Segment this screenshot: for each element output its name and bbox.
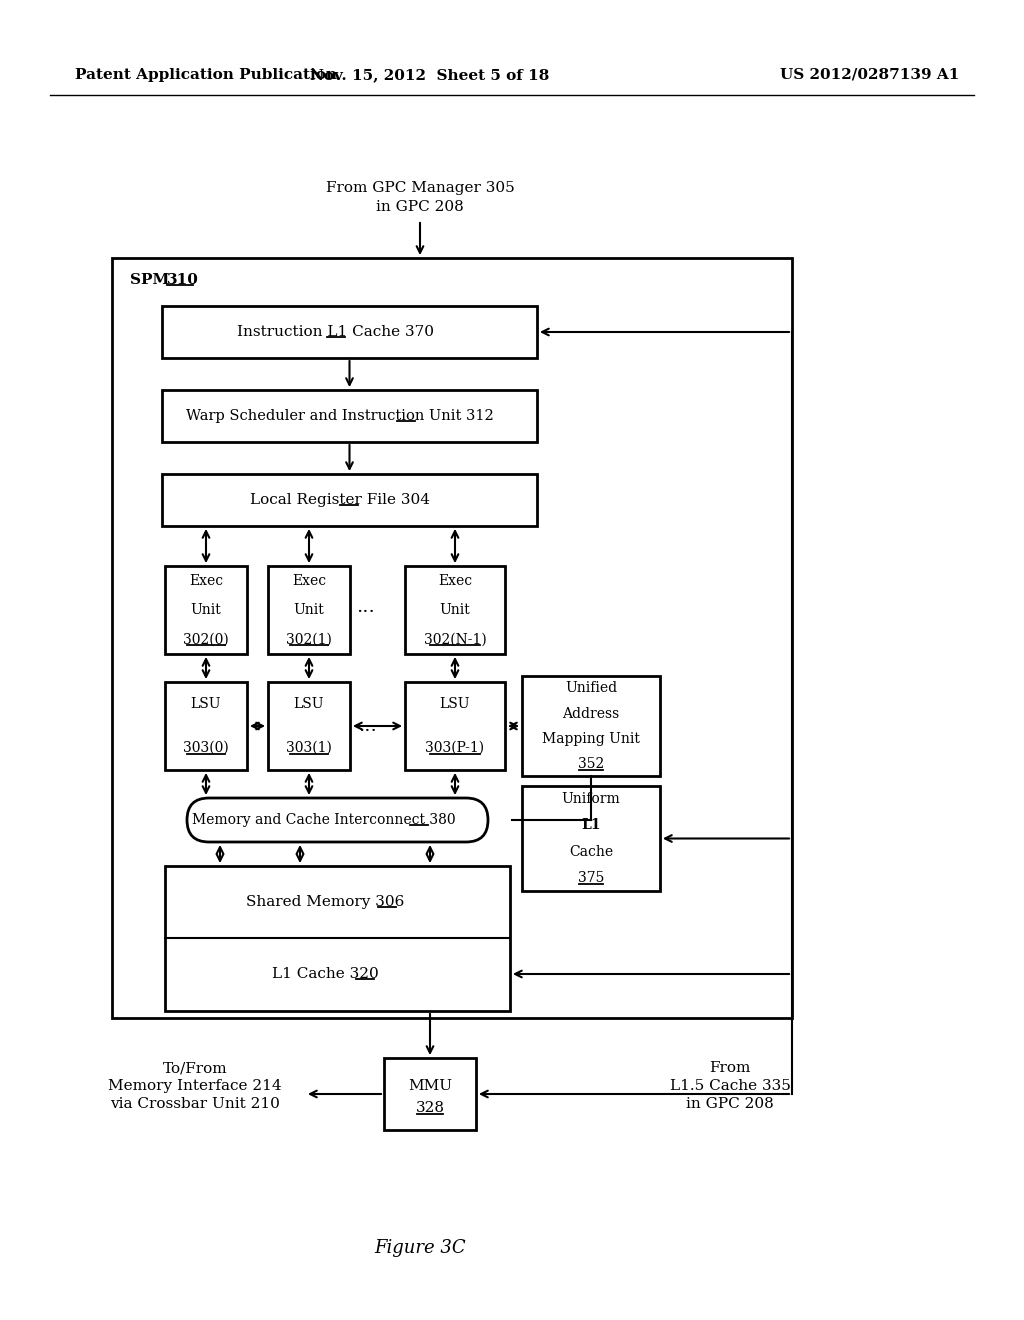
Text: Exec: Exec <box>438 574 472 587</box>
Text: Figure 3C: Figure 3C <box>374 1239 466 1257</box>
Text: Unit: Unit <box>294 603 325 616</box>
Text: in GPC 208: in GPC 208 <box>376 201 464 214</box>
Text: Warp Scheduler and Instruction Unit 312: Warp Scheduler and Instruction Unit 312 <box>185 409 494 422</box>
Bar <box>406 682 505 770</box>
Text: Nov. 15, 2012  Sheet 5 of 18: Nov. 15, 2012 Sheet 5 of 18 <box>310 69 550 82</box>
Text: Patent Application Publication: Patent Application Publication <box>75 69 337 82</box>
Bar <box>522 785 660 891</box>
Text: From GPC Manager 305: From GPC Manager 305 <box>326 181 514 195</box>
Text: 302(N-1): 302(N-1) <box>424 632 486 647</box>
Text: 303(P-1): 303(P-1) <box>425 741 484 755</box>
Text: SPM: SPM <box>130 273 175 286</box>
Text: MMU: MMU <box>408 1078 452 1093</box>
Text: ...: ... <box>355 598 375 616</box>
Text: 303(0): 303(0) <box>183 741 229 755</box>
Text: Instruction L1 Cache 370: Instruction L1 Cache 370 <box>237 325 434 339</box>
Text: Mapping Unit: Mapping Unit <box>542 731 640 746</box>
Bar <box>522 676 660 776</box>
Text: US 2012/0287139 A1: US 2012/0287139 A1 <box>780 69 959 82</box>
Text: To/From: To/From <box>163 1061 227 1074</box>
Text: 302(0): 302(0) <box>183 632 229 647</box>
Text: Uniform: Uniform <box>561 792 621 807</box>
FancyBboxPatch shape <box>187 799 488 842</box>
Text: 302(1): 302(1) <box>286 632 332 647</box>
Text: 310: 310 <box>167 273 199 286</box>
Text: ...: ... <box>357 717 377 735</box>
Bar <box>406 566 505 653</box>
Text: L1 Cache 320: L1 Cache 320 <box>272 968 379 981</box>
Text: Shared Memory 306: Shared Memory 306 <box>247 895 404 909</box>
Bar <box>165 566 247 653</box>
Text: 303(1): 303(1) <box>286 741 332 755</box>
Text: Unified: Unified <box>565 681 617 696</box>
Text: Unit: Unit <box>439 603 470 616</box>
Bar <box>165 866 510 1011</box>
Text: From: From <box>710 1061 751 1074</box>
Text: LSU: LSU <box>439 697 470 711</box>
Bar <box>112 257 792 1018</box>
Bar <box>268 682 350 770</box>
Bar <box>162 389 537 442</box>
Text: 375: 375 <box>578 871 604 884</box>
Text: in GPC 208: in GPC 208 <box>686 1097 774 1111</box>
Bar <box>165 682 247 770</box>
Text: Local Register File 304: Local Register File 304 <box>250 492 429 507</box>
Text: Unit: Unit <box>190 603 221 616</box>
Text: L1.5 Cache 335: L1.5 Cache 335 <box>670 1078 791 1093</box>
Text: Exec: Exec <box>189 574 223 587</box>
Text: Exec: Exec <box>292 574 326 587</box>
Bar <box>162 306 537 358</box>
Text: LSU: LSU <box>294 697 325 711</box>
Bar <box>384 1059 476 1130</box>
Text: L1: L1 <box>582 818 601 833</box>
Bar <box>162 474 537 525</box>
Text: Memory and Cache Interconnect 380: Memory and Cache Interconnect 380 <box>191 813 456 828</box>
Text: LSU: LSU <box>190 697 221 711</box>
Text: 352: 352 <box>578 756 604 771</box>
Text: Address: Address <box>562 706 620 721</box>
Text: Memory Interface 214: Memory Interface 214 <box>109 1078 282 1093</box>
Text: 328: 328 <box>416 1101 444 1115</box>
Text: via Crossbar Unit 210: via Crossbar Unit 210 <box>110 1097 280 1111</box>
Text: Cache: Cache <box>569 845 613 858</box>
Bar <box>268 566 350 653</box>
